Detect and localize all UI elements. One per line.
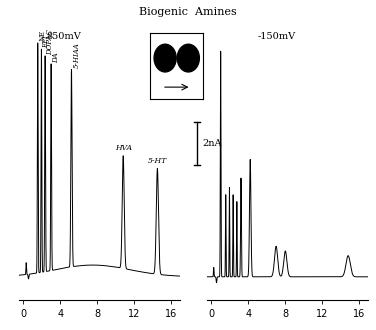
Text: 850mV: 850mV xyxy=(47,32,81,42)
Text: NE: NE xyxy=(39,31,47,42)
Text: 2nA: 2nA xyxy=(202,139,221,148)
Text: DOPAC: DOPAC xyxy=(46,29,54,55)
Text: 5-HT: 5-HT xyxy=(148,157,167,165)
Text: -150mV: -150mV xyxy=(258,32,296,42)
Circle shape xyxy=(177,44,199,72)
Circle shape xyxy=(154,44,176,72)
Text: DA: DA xyxy=(52,52,60,63)
Text: HVA: HVA xyxy=(115,144,132,152)
Text: EPI: EPI xyxy=(42,35,50,48)
Text: Biogenic  Amines: Biogenic Amines xyxy=(139,7,237,16)
Text: 5-HIAA: 5-HIAA xyxy=(73,43,80,68)
